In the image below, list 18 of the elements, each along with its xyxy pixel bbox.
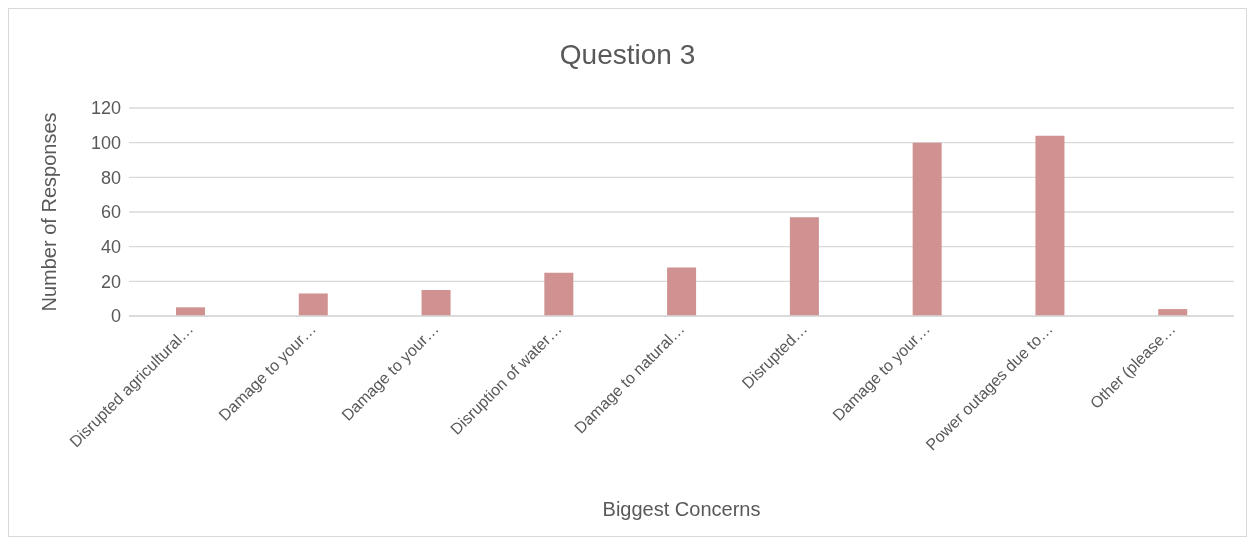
bar	[544, 272, 574, 316]
y-tick-label: 60	[100, 202, 121, 223]
bar	[667, 267, 697, 316]
bar	[421, 290, 451, 316]
y-tick-label: 120	[90, 98, 121, 119]
bar	[176, 307, 205, 316]
y-tick-label: 100	[90, 133, 121, 154]
y-tick-label: 20	[100, 271, 121, 292]
x-axis-title: Biggest Concerns	[602, 498, 761, 520]
y-tick-label: 40	[100, 237, 121, 258]
bar	[298, 293, 328, 316]
bar	[789, 217, 819, 316]
y-tick-label: 80	[100, 167, 121, 188]
chart-title: Question 3	[558, 39, 697, 71]
bar	[1035, 135, 1065, 316]
y-tick-label: 0	[110, 306, 121, 327]
bar	[912, 142, 942, 316]
y-axis-title: Number of Responses	[38, 112, 61, 312]
